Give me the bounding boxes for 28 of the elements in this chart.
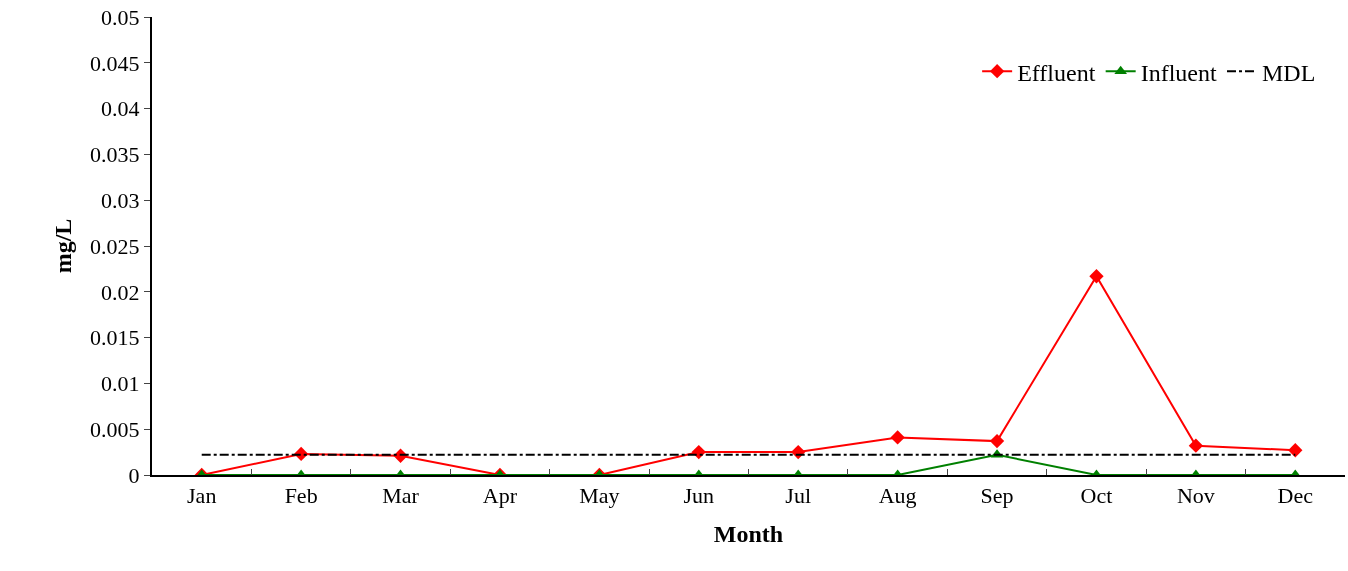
y-tick-label: 0.005 (90, 416, 140, 442)
x-axis-title: Month (713, 521, 784, 548)
x-tick-label: Aug (878, 483, 917, 509)
x-tick-label: Jun (683, 483, 715, 509)
x-tick-label: May (579, 483, 620, 509)
y-tick-label: 0.045 (90, 50, 140, 76)
y-tick-label: 0.02 (101, 279, 140, 305)
x-tick-label: Sep (980, 483, 1014, 509)
x-tick-label: Jan (187, 483, 217, 509)
y-tick-label: 0.01 (101, 371, 140, 397)
legend-label: Influent (1140, 59, 1217, 86)
y-tick-label: 0.03 (101, 187, 140, 213)
x-tick-label: Dec (1277, 483, 1314, 509)
x-tick-label: Apr (482, 483, 518, 509)
y-axis-title: mg/L (49, 218, 76, 274)
y-tick-label: 0.015 (90, 325, 140, 351)
x-tick-label: Jul (785, 483, 812, 509)
x-tick-label: Mar (382, 483, 420, 509)
x-tick-label: Feb (284, 483, 318, 509)
y-tick-label: 0.035 (90, 142, 140, 168)
legend-label: MDL (1261, 59, 1316, 86)
x-tick-label: Oct (1080, 483, 1113, 509)
y-tick-label: 0.025 (90, 233, 140, 259)
y-tick-label: 0.05 (101, 4, 140, 30)
x-tick-label: Nov (1176, 483, 1215, 509)
y-tick-label: 0.04 (101, 96, 140, 122)
legend-label: Effluent (1017, 59, 1096, 86)
y-tick-label: 0 (128, 462, 140, 488)
